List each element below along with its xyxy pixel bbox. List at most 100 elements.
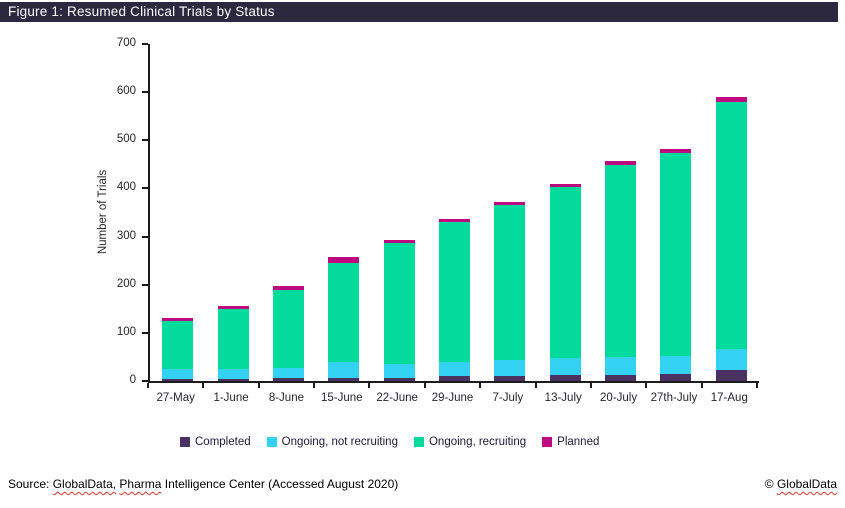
bar-segment-completed <box>272 377 304 381</box>
bar-segment-planned <box>272 286 304 290</box>
bar-slot <box>316 44 371 381</box>
misspelled-word: Pharma <box>119 477 162 491</box>
x-tick-label: 1-June <box>213 392 249 404</box>
bar-segment-planned <box>605 161 637 166</box>
y-tick-mark <box>142 91 148 94</box>
legend: Completed Ongoing, not recruiting Ongoing,… <box>180 436 599 448</box>
y-tick-mark <box>142 43 148 45</box>
x-tick-label: 7-July <box>492 392 524 404</box>
stacked-bar <box>162 318 194 381</box>
y-tick-mark <box>142 235 148 238</box>
bar-segment-planned <box>549 183 581 188</box>
legend-item: Planned <box>542 436 599 448</box>
x-tick-mark <box>756 383 758 388</box>
bar-slot <box>205 44 260 381</box>
bar-segment-ongoing-not-recruiting <box>162 369 194 380</box>
y-tick-label: 400 <box>116 181 136 194</box>
bar-segment-ongoing-not-recruiting <box>438 362 470 377</box>
bar-segment-completed <box>715 370 747 381</box>
y-tick-label: 0 <box>129 374 136 386</box>
x-tick-mark <box>257 383 260 388</box>
bar-segment-planned <box>162 318 194 322</box>
bar-segment-ongoing-recruiting <box>272 289 304 368</box>
bar-segment-completed <box>162 379 194 381</box>
bar-slot <box>648 44 703 381</box>
bar-segment-ongoing-not-recruiting <box>217 368 249 380</box>
text-segment: © <box>764 477 777 491</box>
x-tick-label: 27-May <box>156 392 195 404</box>
bar-slot <box>538 44 593 381</box>
bar-segment-completed <box>549 375 581 381</box>
legend-swatch-icon <box>413 437 424 447</box>
text-segment: Intelligence Center (Accessed August 202… <box>161 477 399 491</box>
x-tick-mark <box>202 383 205 388</box>
y-tick-mark <box>142 380 148 382</box>
bar-segment-planned <box>383 239 415 243</box>
bar-segment-ongoing-not-recruiting <box>549 358 581 376</box>
plot-area <box>148 44 759 383</box>
stacked-bar <box>383 239 415 381</box>
bar-slot <box>482 44 537 381</box>
x-tick-label: 8-June <box>268 392 304 404</box>
x-tick-label: 15-June <box>320 392 363 404</box>
legend-item: Completed <box>180 436 251 448</box>
legend-swatch-icon <box>266 437 277 447</box>
x-tick-mark <box>147 383 149 388</box>
bar-segment-ongoing-not-recruiting <box>494 360 526 377</box>
bar-segment-ongoing-recruiting <box>438 222 470 363</box>
bar-segment-ongoing-not-recruiting <box>272 367 304 378</box>
x-tick-label: 29-June <box>431 392 474 404</box>
bar-slot <box>593 44 648 381</box>
bar-segment-planned <box>438 218 470 223</box>
bar-segment-planned <box>660 148 692 153</box>
bar-slot <box>427 44 482 381</box>
y-tick-mark <box>142 283 148 286</box>
legend-label: Ongoing, not recruiting <box>281 436 398 448</box>
x-tick-label: 17-Aug <box>710 392 748 404</box>
y-tick-mark <box>142 331 148 334</box>
text-segment: Source: <box>8 477 53 491</box>
bar-slot <box>371 44 426 381</box>
x-tick-mark <box>645 383 648 388</box>
bar-segment-ongoing-recruiting <box>715 102 747 349</box>
bar-segment-ongoing-recruiting <box>660 152 692 356</box>
y-tick-mark <box>142 187 148 190</box>
bar-segment-ongoing-not-recruiting <box>605 357 637 376</box>
x-tick-mark <box>700 383 703 388</box>
bar-segment-ongoing-recruiting <box>605 165 637 358</box>
stacked-bar <box>605 161 637 381</box>
bar-segment-ongoing-recruiting <box>217 309 249 369</box>
bar-segment-completed <box>660 373 692 381</box>
x-tick-mark <box>479 383 482 388</box>
stacked-bar <box>715 96 747 381</box>
y-tick-label: 700 <box>116 37 136 49</box>
y-tick-label: 100 <box>116 325 136 338</box>
legend-swatch-icon <box>180 437 190 447</box>
x-tick-mark <box>423 383 426 388</box>
bar-segment-ongoing-not-recruiting <box>328 362 360 379</box>
x-tick-mark <box>368 383 371 388</box>
bar-segment-ongoing-recruiting <box>162 321 194 370</box>
figure-title-bar: Figure 1: Resumed Clinical Trials by Sta… <box>0 2 838 22</box>
bar-segment-planned <box>328 257 360 264</box>
bar-slot <box>704 44 759 381</box>
stacked-bar <box>660 148 692 381</box>
bar-segment-ongoing-recruiting <box>328 263 360 363</box>
x-tick-label: 27th-July <box>650 392 698 404</box>
bar-slot <box>150 44 205 381</box>
bar-segment-ongoing-recruiting <box>383 242 415 365</box>
legend-item: Ongoing, recruiting <box>413 436 527 448</box>
y-tick-label: 300 <box>116 229 136 242</box>
copyright-note: © GlobalData <box>765 477 837 491</box>
legend-label: Ongoing, recruiting <box>428 436 527 448</box>
x-tick-label: 20-July <box>600 392 638 404</box>
bars-container <box>150 44 759 381</box>
bar-segment-completed <box>494 376 526 381</box>
bar-segment-planned <box>715 96 747 103</box>
x-tick-mark <box>534 383 537 388</box>
x-tick-mark <box>313 383 316 388</box>
bar-segment-ongoing-recruiting <box>549 187 581 359</box>
stacked-bar <box>272 286 304 381</box>
bar-segment-completed <box>217 379 249 381</box>
bar-segment-completed <box>438 376 470 381</box>
